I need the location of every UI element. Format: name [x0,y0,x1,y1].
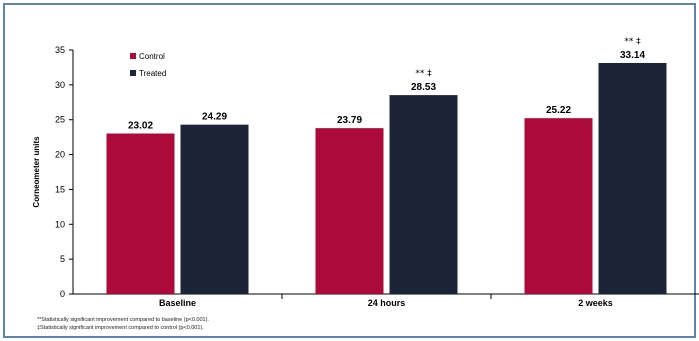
y-tick-label: 20 [55,150,65,160]
x-tick-label: 24 hours [368,298,406,308]
legend: Control Treated [130,52,166,78]
y-tick-label: 30 [55,80,65,90]
data-label: 23.02 [128,121,153,132]
data-label: 28.53 [411,82,436,93]
y-axis-label: Corneometer units [32,136,41,208]
bar-control-2 [524,118,593,294]
footnote-baseline: **Statistically significant improvement … [37,317,209,323]
axes: 0 5 10 15 20 25 30 35 Baseline 24 hours 2 weeks [55,45,699,308]
data-label: 23.79 [337,115,362,126]
y-tick-label: 35 [55,45,65,55]
data-label: 25.22 [546,105,571,116]
significance-annotation: ** ‡ [624,37,641,47]
significance-annotation: ** ‡ [415,69,432,79]
y-tick-label: 0 [60,289,65,299]
bar-treated-2 [598,62,667,294]
bars: 23.02 24.29 23.79 28.53 ** ‡ 25.22 33.14 ** ‡ [106,37,667,295]
data-label: 24.29 [202,112,227,123]
bar-treated-1 [389,95,458,295]
y-tick-label: 25 [55,115,65,125]
y-tick-label: 15 [55,184,65,194]
bar-control-0 [106,133,175,294]
legend-swatch-control [130,53,136,59]
x-tick-label: Baseline [159,298,196,308]
legend-swatch-treated [130,70,136,76]
legend-label-control: Control [139,52,165,61]
data-label: 33.14 [620,50,645,61]
y-tick-label: 10 [55,219,65,229]
bar-treated-0 [180,124,249,294]
bar-control-1 [315,128,384,294]
footnote-control: ‡Statistically significant improvement c… [37,325,204,331]
legend-label-treated: Treated [139,69,166,78]
y-tick-label: 5 [60,254,65,264]
x-tick-label: 2 weeks [578,298,613,308]
